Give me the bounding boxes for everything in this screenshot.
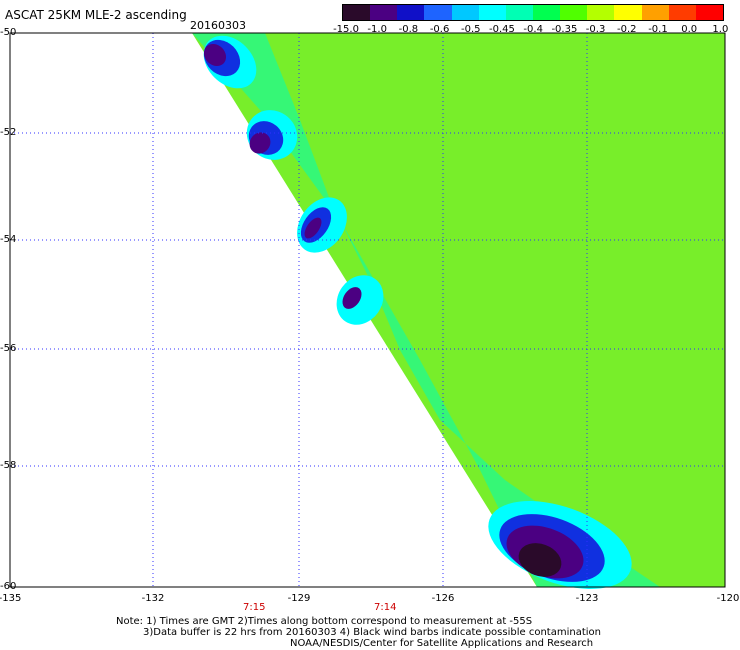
low-wind-regions [192, 33, 660, 589]
time-label-714: 7:14 [374, 602, 397, 613]
low-wind-cell [203, 43, 227, 67]
colorbar-label: -0.3 [585, 24, 606, 35]
latitude-tick-label: -60 [0, 581, 17, 592]
low-wind-cell [304, 217, 322, 239]
colorbar-label: -0.45 [489, 24, 515, 35]
product-date: 20160303 [190, 19, 246, 32]
low-wind-cell [342, 287, 362, 309]
longitude-tick-label: -132 [141, 593, 165, 604]
note-line-3: NOAA/NESDIS/Center for Satellite Applica… [290, 638, 594, 649]
colorbar-label: -1.0 [367, 24, 387, 35]
low-wind-cell [518, 543, 562, 577]
colorbar-label: -0.4 [523, 24, 543, 35]
color-scale-bar [342, 4, 724, 21]
colorbar-segment [641, 5, 669, 20]
colorbar-segment [343, 5, 371, 20]
latitude-tick-label: -56 [0, 343, 17, 354]
longitude-tick-label: -129 [287, 593, 311, 604]
product-title: ASCAT 25KM MLE-2 ascending [5, 8, 187, 22]
colorbar-label: 0.0 [681, 24, 698, 35]
colorbar-segment [478, 5, 506, 20]
map-frame [9, 32, 726, 588]
longitude-tick-label: -123 [575, 593, 599, 604]
colorbar-segment [451, 5, 479, 20]
color-scale-labels: -15.0 -1.0 -0.8 -0.6 -0.5 -0.45 -0.4 -0.35 -0.3-… [330, 24, 740, 36]
latitude-tick-label: -58 [0, 460, 17, 471]
time-label-715: 7:15 [243, 602, 266, 613]
data-swath [192, 33, 725, 587]
colorbar-segment [587, 5, 615, 20]
colorbar-segment [532, 5, 561, 20]
longitude-tick-label: -120 [716, 593, 740, 604]
colorbar-segment [397, 5, 425, 20]
note-line-1: Note: 1) Times are GMT 2)Times along bot… [116, 616, 533, 627]
note-line-2: 3)Data buffer is 22 hrs from 20160303 4)… [143, 627, 601, 638]
colorbar-segment [424, 5, 452, 20]
edge-fringe [192, 33, 660, 587]
colorbar-segment [370, 5, 398, 20]
colorbar-label: 1.0 [712, 24, 729, 35]
latitude-tick-label: -52 [0, 127, 17, 138]
colorbar-segment [505, 5, 533, 20]
latitude-tick-label: -50 [0, 27, 17, 38]
colorbar-label: -0.1 [648, 24, 668, 35]
colorbar-label: -0.8 [398, 24, 419, 35]
longitude-tick-label: -135 [0, 593, 22, 604]
colorbar-label: -15.0 [333, 24, 359, 35]
colorbar-label: -0.35 [551, 24, 578, 35]
latitude-tick-label: -54 [0, 234, 17, 245]
longitude-tick-label: -126 [431, 593, 455, 604]
colorbar-label: -0.5 [461, 24, 481, 35]
colorbar-segment [695, 5, 723, 20]
colorbar-label: -0.2 [617, 24, 637, 35]
colorbar-segment [614, 5, 642, 20]
colorbar-segment [668, 5, 696, 20]
low-wind-cell [249, 132, 271, 154]
colorbar-segment [560, 5, 588, 20]
colorbar-label: -0.6 [429, 24, 450, 35]
